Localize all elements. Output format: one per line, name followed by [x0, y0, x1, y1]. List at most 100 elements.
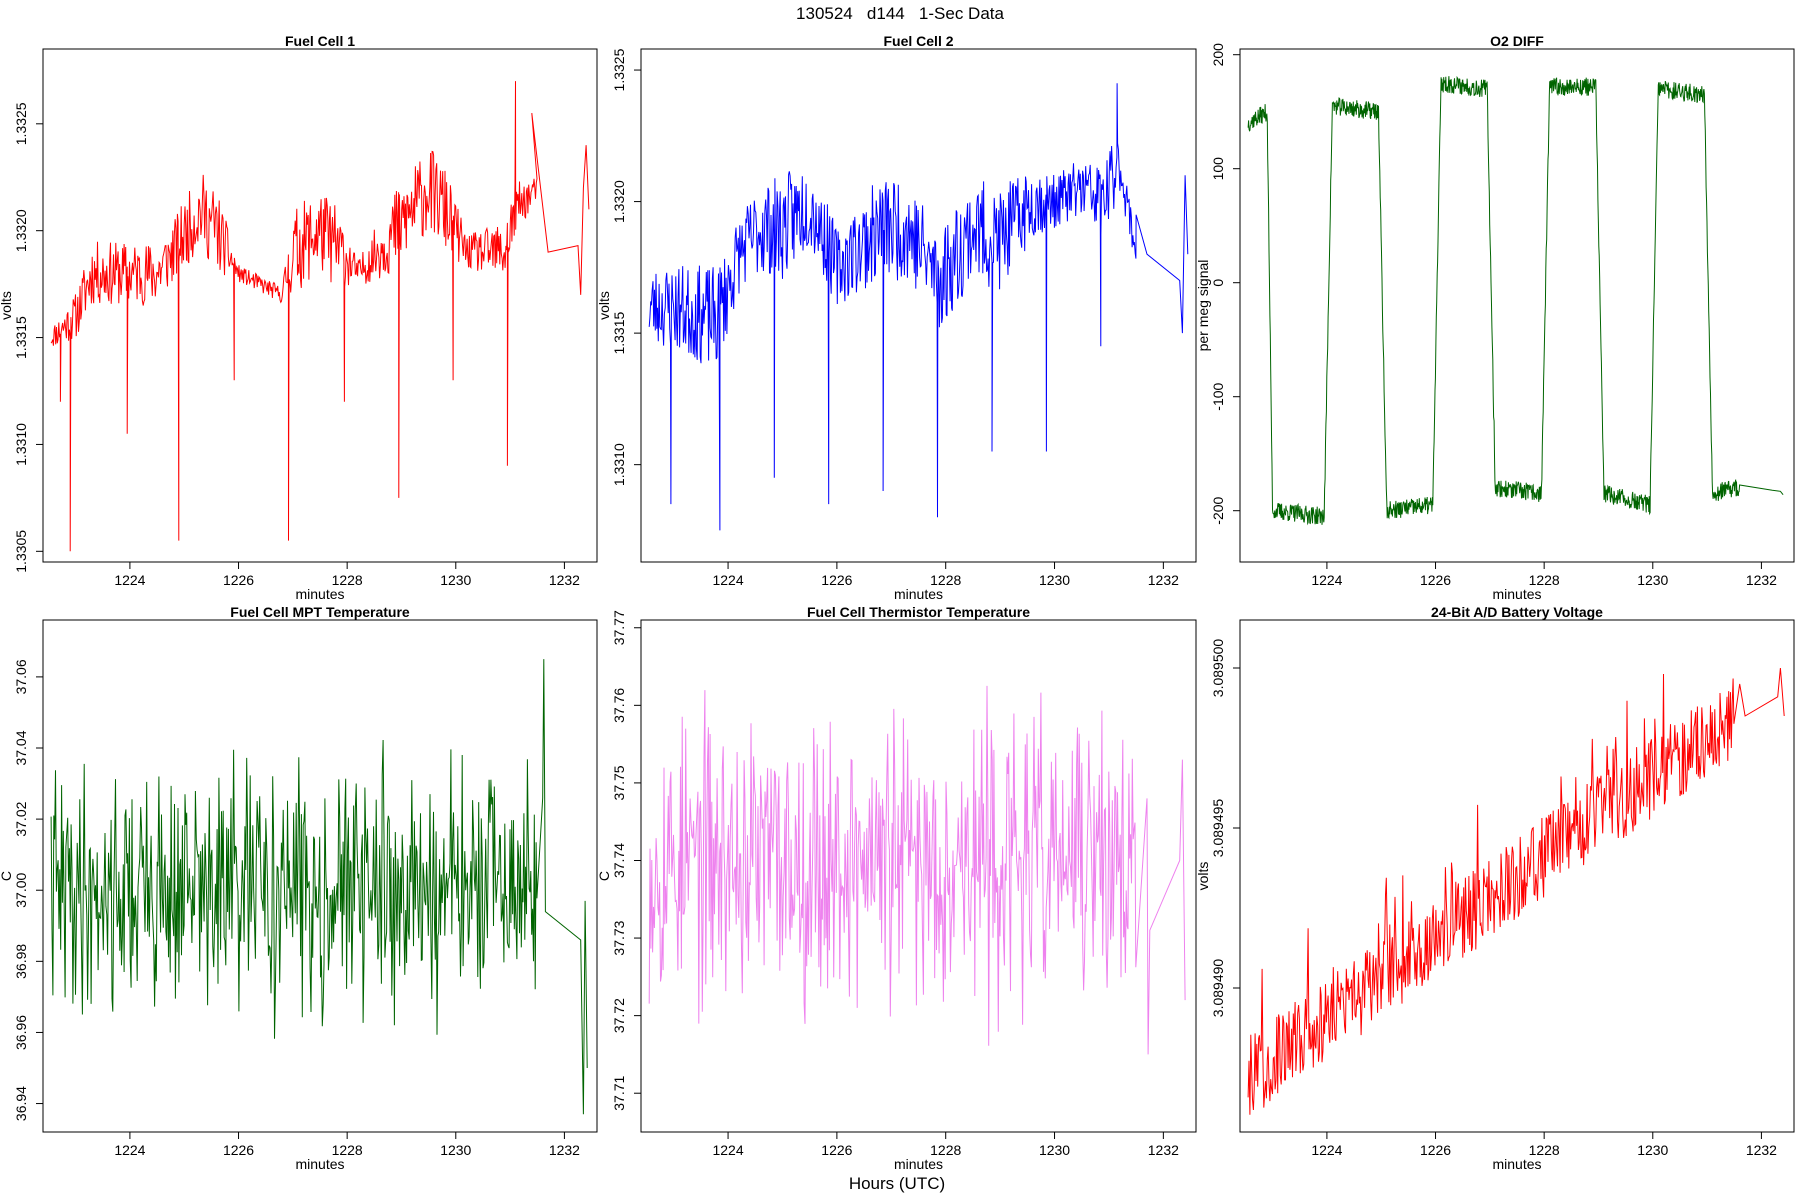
- x-tick-label: 1232: [549, 572, 580, 588]
- y-tick-label: 37.04: [13, 730, 29, 765]
- x-tick-label: 1226: [223, 572, 254, 588]
- y-tick-label: 3.089495: [1210, 799, 1226, 858]
- chart-panel: Fuel Cell Thermistor Temperature 1224 1226…: [596, 604, 1197, 1172]
- y-tick-label: 37.02: [13, 801, 29, 836]
- x-tick-label: 1230: [1039, 1142, 1070, 1158]
- y-tick-label: 1.3320: [13, 209, 29, 252]
- y-tick-label: 37.75: [611, 765, 627, 800]
- panels: Fuel Cell 1 1224 1226 1228 1230 1232 minutes 1.…: [0, 33, 1795, 1172]
- y-tick-label: 37.06: [13, 659, 29, 694]
- plot-frame: [42, 619, 598, 1133]
- x-tick-label: 1224: [712, 1142, 743, 1158]
- x-axis-label: minutes: [295, 1156, 344, 1172]
- series-line: [50, 81, 590, 552]
- y-tick-label: 36.94: [13, 1086, 29, 1121]
- x-tick-label: 1228: [1529, 1142, 1560, 1158]
- y-tick-label: 1.3325: [611, 48, 627, 91]
- x-tick-label: 1228: [930, 1142, 961, 1158]
- panel-title: O2 DIFF: [1490, 33, 1544, 49]
- x-axis-label: minutes: [295, 586, 344, 602]
- y-tick-label: 1.3315: [611, 312, 627, 355]
- x-tick-label: 1230: [440, 572, 471, 588]
- x-tick-label: 1232: [549, 1142, 580, 1158]
- x-tick-label: 1230: [440, 1142, 471, 1158]
- series-line: [1247, 75, 1784, 526]
- y-axis-label: C: [0, 871, 14, 881]
- y-tick-label: 37.77: [611, 610, 627, 645]
- x-tick-label: 1224: [114, 1142, 145, 1158]
- x-tick-label: 1230: [1637, 1142, 1668, 1158]
- y-tick-label: 0: [1210, 279, 1226, 287]
- panel-title: Fuel Cell 1: [285, 33, 355, 49]
- panel-title: Fuel Cell 2: [883, 33, 953, 49]
- plot-frame: [1239, 48, 1795, 563]
- y-tick-label: 3.089490: [1210, 959, 1226, 1018]
- chart-panel: Fuel Cell MPT Temperature 1224 1226 1228 123…: [0, 604, 598, 1172]
- y-tick-label: 37.76: [611, 688, 627, 723]
- figure-title: 130524 d144 1-Sec Data: [796, 4, 1004, 23]
- y-tick-label: 3.089500: [1210, 639, 1226, 698]
- plot-frame: [640, 619, 1197, 1133]
- x-axis-label: minutes: [894, 586, 943, 602]
- series-line: [648, 83, 1189, 531]
- x-axis-label: minutes: [1492, 1156, 1541, 1172]
- x-tick-label: 1232: [1148, 572, 1179, 588]
- chart-panel: O2 DIFF 1224 1226 1228 1230 1232 minutes -200 -1…: [1195, 33, 1795, 602]
- x-tick-label: 1224: [712, 572, 743, 588]
- y-tick-label: 36.98: [13, 944, 29, 979]
- x-tick-label: 1226: [1420, 1142, 1451, 1158]
- panel-title: Fuel Cell Thermistor Temperature: [807, 604, 1030, 620]
- plot-frame: [42, 48, 598, 563]
- chart-panel: 24-Bit A/D Battery Voltage 1224 1226 1228 12…: [1195, 604, 1795, 1172]
- x-tick-label: 1226: [821, 1142, 852, 1158]
- x-tick-label: 1224: [1311, 1142, 1342, 1158]
- y-axis-label: C: [596, 871, 612, 881]
- x-tick-label: 1224: [114, 572, 145, 588]
- y-tick-label: 37.73: [611, 920, 627, 955]
- series-line: [1247, 667, 1785, 1115]
- chart-panel: Fuel Cell 2 1224 1226 1228 1230 1232 minutes 1.…: [596, 33, 1197, 602]
- x-tick-label: 1230: [1637, 572, 1668, 588]
- y-tick-label: -200: [1210, 496, 1226, 524]
- y-tick-label: 200: [1210, 43, 1226, 67]
- y-tick-label: 1.3310: [13, 423, 29, 466]
- x-tick-label: 1224: [1311, 572, 1342, 588]
- y-axis-label: volts: [1195, 862, 1211, 891]
- series-line: [50, 659, 588, 1115]
- x-tick-label: 1232: [1746, 572, 1777, 588]
- x-tick-label: 1232: [1148, 1142, 1179, 1158]
- x-tick-label: 1226: [821, 572, 852, 588]
- x-tick-label: 1228: [1529, 572, 1560, 588]
- y-tick-label: 1.3325: [13, 102, 29, 145]
- y-tick-label: 36.96: [13, 1015, 29, 1050]
- x-tick-label: 1232: [1746, 1142, 1777, 1158]
- y-tick-label: 1.3320: [611, 180, 627, 223]
- y-tick-label: 37.00: [13, 872, 29, 907]
- x-tick-label: 1228: [332, 1142, 363, 1158]
- plot-frame: [1239, 619, 1795, 1133]
- x-tick-label: 1228: [930, 572, 961, 588]
- y-axis-label: per meg signal: [1195, 260, 1211, 352]
- x-tick-label: 1226: [223, 1142, 254, 1158]
- x-axis-label: minutes: [1492, 586, 1541, 602]
- y-tick-label: -100: [1210, 382, 1226, 410]
- y-tick-label: 37.72: [611, 998, 627, 1033]
- x-tick-label: 1228: [332, 572, 363, 588]
- plot-frame: [640, 48, 1197, 563]
- y-tick-label: 1.3310: [611, 443, 627, 486]
- y-axis-label: volts: [596, 291, 612, 320]
- x-tick-label: 1230: [1039, 572, 1070, 588]
- panel-title: Fuel Cell MPT Temperature: [230, 604, 410, 620]
- y-tick-label: 37.74: [611, 843, 627, 878]
- series-line: [648, 685, 1186, 1055]
- y-tick-label: 1.3315: [13, 316, 29, 359]
- panel-title: 24-Bit A/D Battery Voltage: [1431, 604, 1603, 620]
- x-axis-label: minutes: [894, 1156, 943, 1172]
- y-tick-label: 100: [1210, 157, 1226, 181]
- y-axis-label: volts: [0, 291, 14, 320]
- y-tick-label: 37.71: [611, 1075, 627, 1110]
- x-tick-label: 1226: [1420, 572, 1451, 588]
- chart-panel: Fuel Cell 1 1224 1226 1228 1230 1232 minutes 1.…: [0, 33, 598, 602]
